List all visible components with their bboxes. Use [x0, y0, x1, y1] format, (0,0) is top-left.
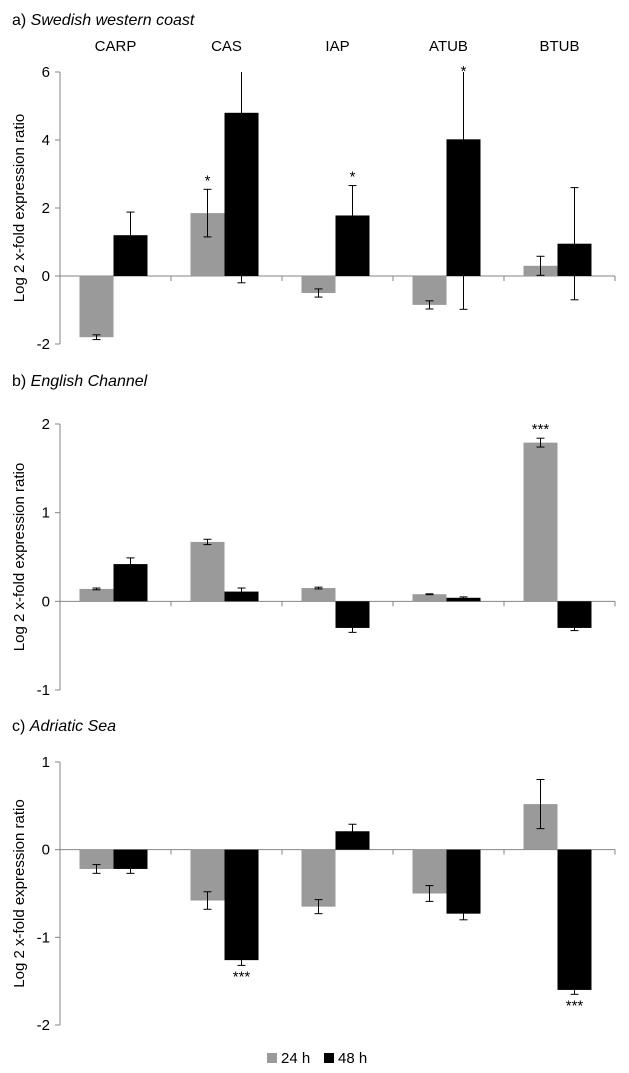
bar-24h — [523, 442, 558, 602]
y-tick-label: 6 — [42, 64, 50, 81]
category-label: ATUB — [429, 38, 468, 55]
panel-label: b) — [12, 373, 31, 390]
bar-48h — [446, 849, 481, 914]
bar-24h — [412, 276, 447, 305]
bar-24h — [412, 594, 447, 602]
category-label: IAP — [325, 38, 349, 55]
y-axis-label: Log 2 x-fold expression ratio — [11, 463, 28, 651]
bar-24h — [190, 541, 225, 602]
bar-48h — [446, 597, 481, 602]
chart-title: a) Swedish western coast — [12, 12, 195, 29]
significance-marker: * — [350, 169, 356, 186]
bar-24h — [301, 588, 336, 602]
legend-label-48h: 48 h — [338, 1050, 367, 1067]
panel-title: Adriatic Sea — [29, 718, 116, 735]
legend-swatch-48h — [324, 1053, 334, 1063]
legend-label-24h: 24 h — [281, 1050, 310, 1067]
bar-24h — [301, 276, 336, 293]
panel-title: English Channel — [31, 373, 148, 390]
y-tick-label: 0 — [42, 268, 50, 285]
y-axis-label: Log 2 x-fold expression ratio — [11, 799, 28, 987]
bar-48h — [557, 849, 592, 990]
bar-48h — [113, 849, 148, 869]
bar-48h — [224, 591, 259, 602]
chart-panels: a) Swedish western coast CARP CAS IAP ATUB BT… — [11, 12, 616, 1034]
panel-title: Swedish western coast — [31, 12, 195, 29]
bar-24h — [79, 849, 114, 869]
category-label: BTUB — [539, 38, 579, 55]
bar-24h — [79, 588, 114, 602]
category-label: CAS — [211, 38, 242, 55]
y-axis-label: Log 2 x-fold expression ratio — [11, 114, 28, 302]
y-tick-label: 2 — [42, 200, 50, 217]
y-tick-label: 4 — [42, 132, 50, 149]
y-tick-label: -2 — [37, 336, 50, 353]
chart-panel-1: a) Swedish western coast CARP CAS IAP ATUB BT… — [11, 12, 616, 353]
significance-marker: *** — [566, 997, 584, 1014]
chart-title: b) English Channel — [12, 373, 148, 390]
chart-title: c) Adriatic Sea — [12, 718, 116, 735]
y-tick-label: 0 — [42, 842, 50, 859]
chart-panel-2: b) English Channel -1 0 1 2 Log 2 x-fold expr… — [11, 373, 616, 699]
y-tick-label: -1 — [37, 929, 50, 946]
y-tick-label: 0 — [42, 593, 50, 610]
panel-label: a) — [12, 12, 31, 29]
bar-48h — [335, 831, 370, 850]
bar-24h — [79, 276, 114, 338]
significance-marker: * — [461, 63, 467, 80]
bar-48h — [224, 849, 259, 961]
y-tick-label: 2 — [42, 416, 50, 433]
legend-swatch-24h — [267, 1053, 277, 1063]
significance-marker: * — [205, 172, 211, 189]
legend: 24 h 48 h — [267, 1050, 367, 1067]
significance-marker: *** — [233, 968, 251, 985]
chart-panel-3: c) Adriatic Sea -2 -1 0 1 Log 2 x-fold expres… — [11, 718, 616, 1034]
significance-marker: *** — [532, 421, 550, 438]
y-tick-label: -2 — [37, 1017, 50, 1034]
y-tick-label: 1 — [42, 754, 50, 771]
category-label: CARP — [95, 38, 137, 55]
y-tick-label: 1 — [42, 505, 50, 522]
panel-label: c) — [12, 718, 30, 735]
bar-24h — [301, 849, 336, 907]
y-tick-label: -1 — [37, 682, 50, 699]
bar-48h — [557, 601, 592, 628]
